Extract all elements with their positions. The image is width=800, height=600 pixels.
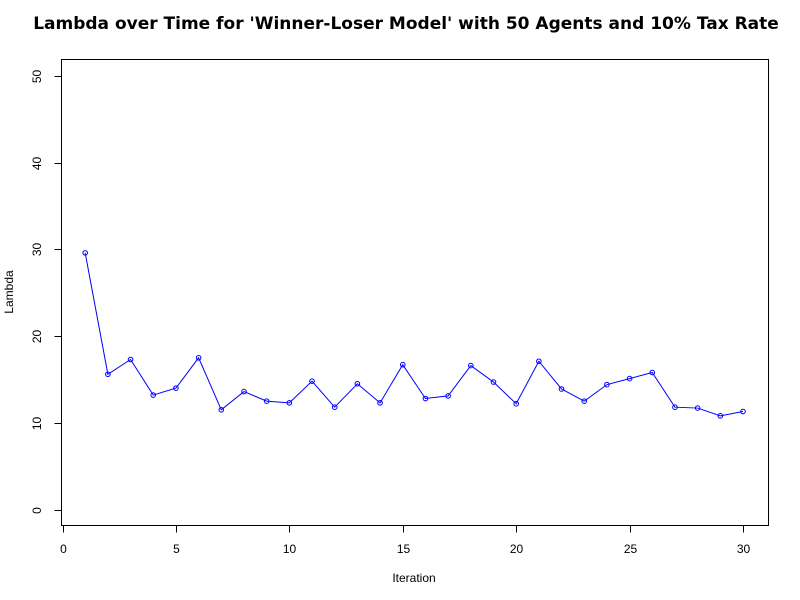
data-point xyxy=(649,369,656,376)
x-tick-label: 0 xyxy=(60,542,67,556)
data-point xyxy=(354,380,361,387)
data-point xyxy=(422,395,429,402)
y-tick-label: 30 xyxy=(30,243,44,257)
x-tick-label: 20 xyxy=(510,542,524,556)
plot-area xyxy=(61,59,769,526)
data-point xyxy=(626,375,633,382)
y-axis-label: Lambda xyxy=(2,270,16,314)
data-point xyxy=(581,398,588,404)
data-point xyxy=(490,379,497,385)
y-tick-label: 50 xyxy=(30,70,44,84)
data-point xyxy=(263,398,270,404)
data-point xyxy=(105,371,111,378)
data-point xyxy=(536,358,542,365)
y-tick-label: 40 xyxy=(30,157,44,171)
data-point xyxy=(468,362,474,369)
data-point xyxy=(195,354,202,361)
data-point xyxy=(717,413,724,419)
x-tick-label: 5 xyxy=(173,542,180,556)
chart-title: Lambda over Time for 'Winner-Loser Model… xyxy=(33,14,779,34)
data-point xyxy=(558,386,565,392)
data-point xyxy=(331,404,338,410)
series-lambda xyxy=(82,250,746,419)
data-point xyxy=(377,400,383,406)
data-point xyxy=(173,385,179,391)
data-point xyxy=(309,378,315,384)
x-tick-label: 10 xyxy=(283,542,297,556)
data-point xyxy=(82,250,88,256)
y-tick-label: 20 xyxy=(30,330,44,344)
data-point xyxy=(694,405,701,411)
series-line xyxy=(84,252,744,417)
data-point xyxy=(513,400,519,407)
x-tick-label: 30 xyxy=(737,542,751,556)
data-point xyxy=(127,356,134,363)
y-axis: 0 10 20 30 40 50 xyxy=(30,70,62,514)
x-axis-label: Iteration xyxy=(392,571,435,585)
data-point xyxy=(445,393,451,399)
data-point xyxy=(150,392,157,398)
data-point xyxy=(399,361,406,368)
y-tick-label: 10 xyxy=(30,417,44,431)
x-axis: 0 5 10 15 20 25 30 xyxy=(60,525,751,556)
data-point xyxy=(672,404,678,410)
x-tick-label: 25 xyxy=(624,542,638,556)
data-point xyxy=(241,388,247,395)
data-point xyxy=(218,407,225,413)
x-tick-label: 15 xyxy=(397,542,411,556)
y-tick-label: 0 xyxy=(30,507,44,514)
data-point xyxy=(740,408,746,415)
data-point xyxy=(286,400,293,406)
data-point xyxy=(604,381,610,388)
